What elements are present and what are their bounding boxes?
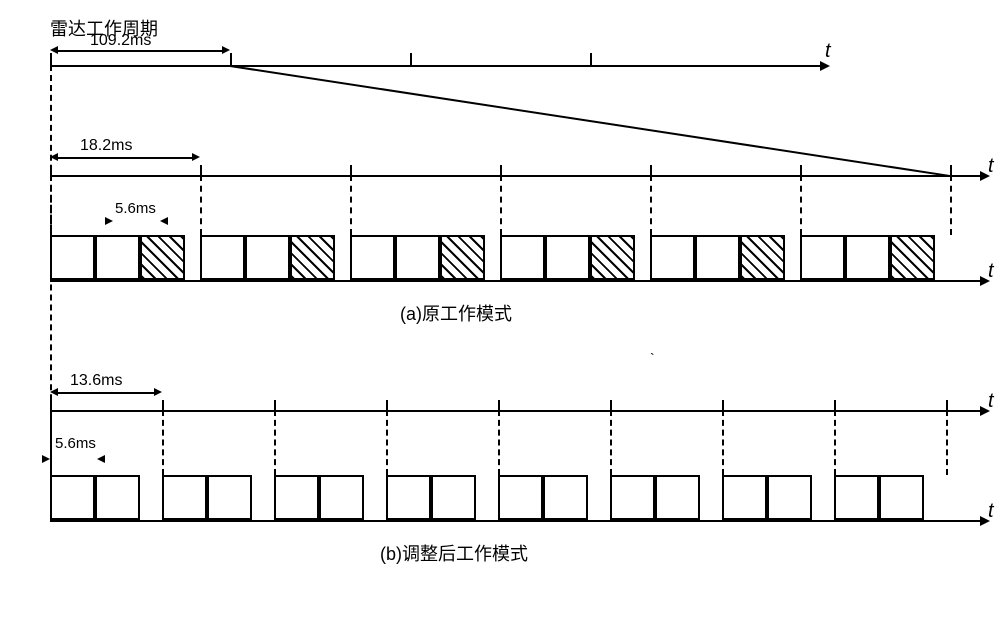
slot-empty [245,235,290,280]
b-slot-label: 5.6ms [55,435,96,452]
b-dash [274,410,276,475]
period-label: 109.2ms [90,32,151,50]
slot-empty [545,235,590,280]
slot-empty [610,475,655,520]
a-sp-l [50,153,58,161]
b-sp-l [50,388,58,396]
top-tick [410,53,412,67]
slot-empty [95,235,140,280]
a-slot-l [105,217,113,225]
slot-empty [319,475,364,520]
b-dash [722,410,724,475]
period-dim-r [222,46,230,54]
slot-empty [879,475,924,520]
slot-empty [95,475,140,520]
slot-empty [500,235,545,280]
slot-hatched [740,235,785,280]
a-subperiod-dim [55,157,195,159]
slot-hatched [140,235,185,280]
slot-hatched [890,235,935,280]
b-baseline-t: t [988,500,994,523]
slot-hatched [440,235,485,280]
sub-axis [50,410,980,412]
a-baseline [50,280,980,282]
slot-empty [395,235,440,280]
a-subperiod-label: 18.2ms [80,137,132,155]
b-slot-r [97,455,105,463]
slot-empty [350,235,395,280]
top-axis-t: t [825,40,831,63]
slot-empty [650,235,695,280]
slot-hatched [290,235,335,280]
b-slot-l [42,455,50,463]
slot-empty [162,475,207,520]
b-dash [946,410,948,475]
slot-empty [386,475,431,520]
slot-empty [834,475,879,520]
slot-empty [498,475,543,520]
a-slot-label: 5.6ms [115,200,156,217]
b-baseline [50,520,980,522]
b-subperiod-dim [55,392,157,394]
b-dash [498,410,500,475]
period-dim [55,50,225,52]
slot-empty [200,235,245,280]
slot-empty [431,475,476,520]
slot-empty [543,475,588,520]
zoom-diagonal [230,65,950,177]
radar-timing-diagram: 雷达工作周期t109.2mst18.2ms5.6mst(a)原工作模式`t13.… [20,20,980,620]
a-dash [500,175,502,235]
top-axis [50,65,820,67]
b-dash [610,410,612,475]
a-dash [200,175,202,235]
slot-empty [800,235,845,280]
sub-axis [50,175,980,177]
a-dash [800,175,802,235]
b-subperiod-label: 13.6ms [70,372,122,390]
slot-empty [767,475,812,520]
stray-mark: ` [650,350,655,366]
slot-empty [722,475,767,520]
b-dash [162,410,164,475]
b-sp-r [154,388,162,396]
slot-empty [50,475,95,520]
caption-a: (a)原工作模式 [400,300,512,326]
a-dash [50,175,52,235]
top-tick [590,53,592,67]
slot-empty [655,475,700,520]
axis-t: t [988,390,994,413]
slot-empty [50,235,95,280]
slot-empty [274,475,319,520]
a-baseline-t: t [988,260,994,283]
caption-b: (b)调整后工作模式 [380,540,528,566]
a-slot-r [160,217,168,225]
a-dash [650,175,652,235]
a-sp-r [192,153,200,161]
a-dash [350,175,352,235]
b-dash [50,410,52,475]
slot-empty [695,235,740,280]
a-dash [950,175,952,235]
b-dash [834,410,836,475]
slot-empty [845,235,890,280]
b-dash [386,410,388,475]
axis-t: t [988,155,994,178]
period-dim-l [50,46,58,54]
slot-hatched [590,235,635,280]
slot-empty [207,475,252,520]
